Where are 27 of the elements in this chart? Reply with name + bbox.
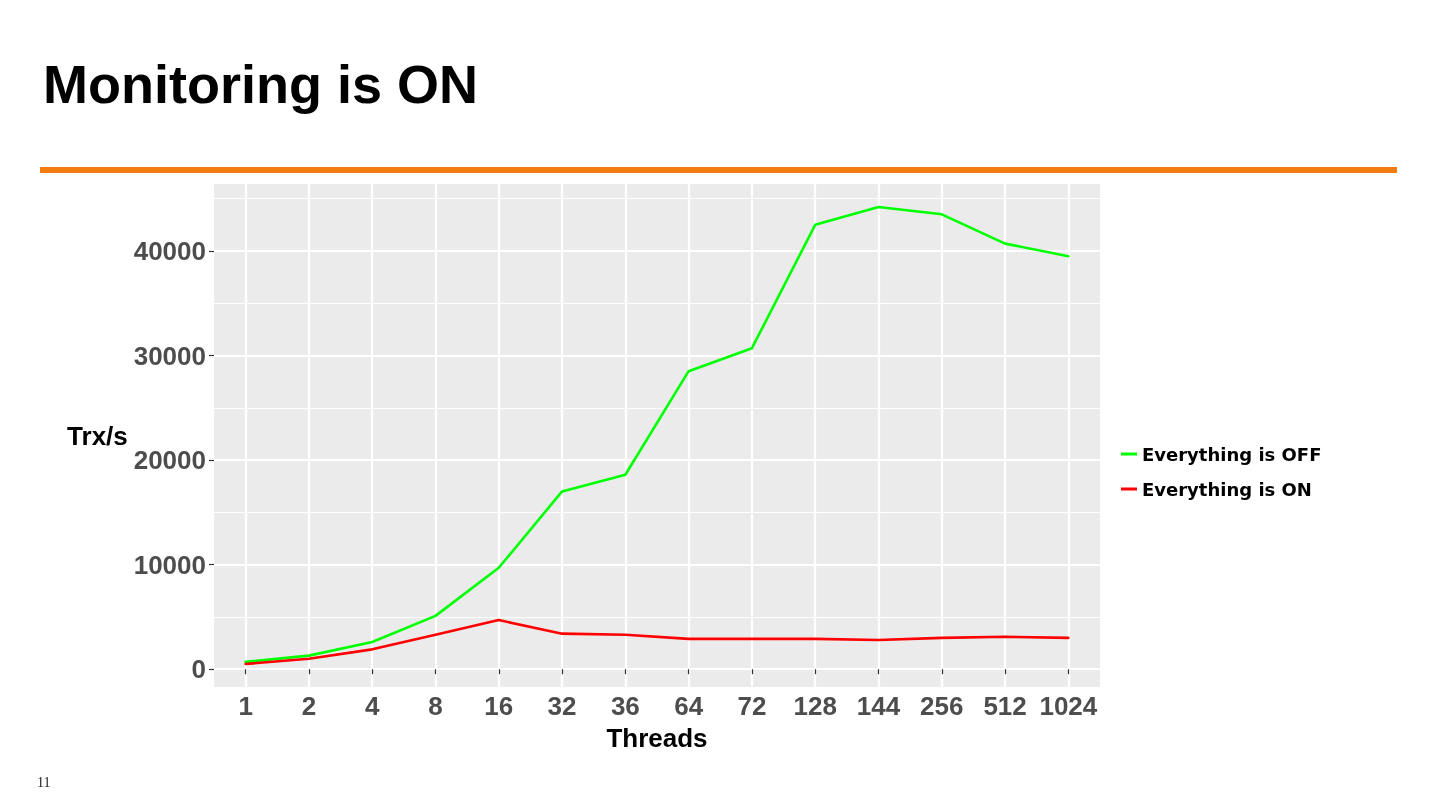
chart-title: Monitoring is ON [43,54,478,114]
x-tick-label: 8 [428,691,443,721]
x-tick-label: 128 [793,691,837,721]
y-tick-label: 0 [191,654,206,685]
line-series [244,618,1070,666]
legend-label: Everything is ON [1142,478,1312,500]
y-tick-label: 30000 [133,340,206,371]
legend-label: Everything is OFF [1142,443,1322,465]
text: 11 [37,774,51,790]
x-tick-label: 4 [364,691,380,721]
line-series [244,205,1070,664]
x-tick-label: 32 [547,691,577,721]
y-tick-label: 40000 [133,235,206,266]
y-tick-label: 20000 [133,445,206,476]
x-tick-label: 512 [983,691,1027,721]
x-tick-label: 16 [484,691,514,721]
x-tick-label: 2 [301,691,317,721]
x-tick-label: 256 [920,691,964,721]
y-tick-label: 10000 [133,549,206,580]
x-tick-label: 72 [737,691,767,721]
x-tick-label: 64 [674,691,704,721]
x-axis-title: Threads [606,723,708,753]
x-tick-label: 36 [610,691,640,721]
y-axis-title: Trx/s [67,420,128,451]
x-tick-label: 1024 [1039,691,1098,721]
x-tick-label: 144 [856,691,901,721]
x-tick-label: 1 [238,691,253,721]
